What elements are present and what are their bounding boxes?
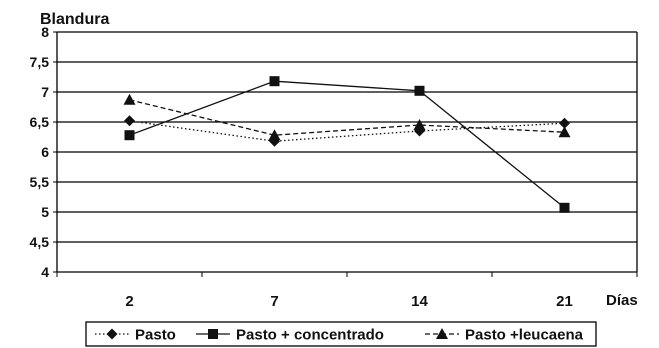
x-axis-title: Días	[606, 292, 638, 309]
data-point-pasto	[124, 115, 135, 126]
y-tick-label: 7	[41, 84, 49, 100]
axes	[53, 32, 637, 277]
data-point-pasto-concentrado	[125, 130, 135, 140]
y-tick-label: 4,5	[30, 234, 50, 250]
series-pasto-concentrado	[125, 76, 570, 213]
series-lines	[124, 76, 571, 213]
legend-label: Pasto + concentrado	[236, 327, 384, 344]
y-tick-label: 4	[41, 264, 49, 280]
series-pasto	[124, 115, 570, 146]
series-line-pasto	[130, 121, 565, 141]
legend: Pasto Pasto + concentrado Pasto +leucaena	[86, 322, 596, 346]
y-tick-label: 6,5	[30, 114, 50, 130]
y-axis-title: Blandura	[40, 11, 109, 28]
data-point-pasto-leucaena	[124, 94, 136, 105]
data-point-pasto-concentrado	[560, 203, 570, 213]
y-tick-label: 5,5	[30, 174, 50, 190]
gridlines	[57, 32, 637, 272]
data-point-pasto-leucaena	[414, 119, 426, 130]
x-tick-label: 2	[125, 293, 133, 310]
data-point-pasto-concentrado	[270, 76, 280, 86]
tick-labels: 4 4,5 5 5,5 6 6,5 7 7,5 8 2 7 14 21	[30, 24, 573, 310]
legend-label: Pasto +leucaena	[465, 327, 584, 344]
y-tick-label: 6	[41, 144, 49, 160]
y-tick-label: 8	[41, 24, 49, 40]
y-tick-label: 5	[41, 204, 49, 220]
y-tick-label: 7,5	[30, 54, 50, 70]
series-line-pasto-leucaena	[130, 100, 565, 135]
data-point-pasto-concentrado	[415, 86, 425, 96]
x-tick-label: 21	[556, 293, 573, 310]
series-line-pasto-concentrado	[130, 81, 565, 208]
x-tick-label: 14	[411, 293, 428, 310]
series-pasto-leucaena	[124, 94, 571, 140]
x-tick-label: 7	[270, 293, 278, 310]
legend-label: Pasto	[135, 327, 176, 344]
legend-marker	[208, 329, 218, 339]
